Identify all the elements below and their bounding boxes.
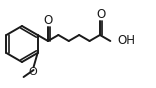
Text: O: O (43, 15, 53, 27)
Text: OH: OH (117, 34, 135, 48)
Text: O: O (96, 9, 106, 21)
Text: O: O (28, 67, 37, 77)
